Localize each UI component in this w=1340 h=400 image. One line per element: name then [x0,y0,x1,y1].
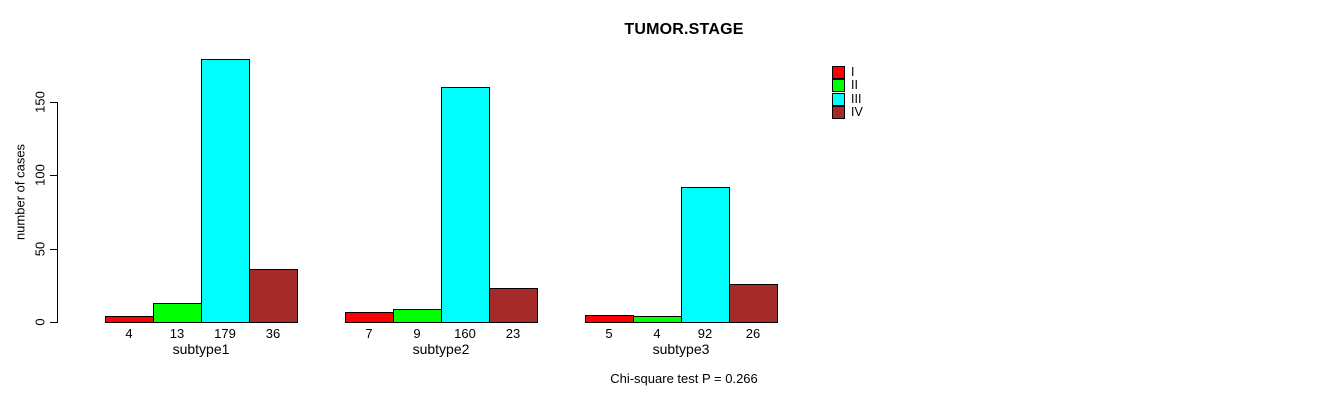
bar-subtype2-stage-III [441,87,490,323]
bar-value-label: 36 [265,326,281,341]
chart-title: TUMOR.STAGE [624,21,744,38]
bar-value-label: 92 [697,326,713,341]
legend-swatch [832,66,845,79]
bar-subtype2-stage-IV [489,288,538,323]
bar-subtype1-stage-III [201,59,250,323]
legend-swatch [832,79,845,93]
legend-swatch [832,106,845,120]
bar-subtype3-stage-II [633,316,682,323]
bar-subtype1-stage-I [105,316,154,323]
legend-label: III [851,91,862,106]
bar-value-label: 4 [125,326,133,341]
bar-value-label: 7 [365,326,373,341]
bar-value-label: 13 [169,326,185,341]
bar-value-label: 26 [745,326,761,341]
bar-value-label: 5 [605,326,613,341]
bar-subtype3-stage-III [681,187,730,323]
y-axis-label: number of cases [12,143,28,241]
bar-subtype1-stage-IV [249,269,298,323]
legend: I II III IV [832,66,863,120]
y-tick-label: 0 [32,318,48,326]
category-label: subtype3 [652,341,710,357]
bar-subtype2-stage-I [345,311,394,323]
y-tick-label: 100 [32,164,48,187]
y-axis-tick [50,175,57,177]
y-axis-tick [50,102,57,103]
legend-item-II: II [832,78,863,93]
y-axis-tick [50,248,57,250]
legend-item-I: I [832,66,863,79]
legend-label: II [851,78,858,93]
y-axis-tick [50,322,57,323]
legend-label: IV [851,105,863,120]
bar-value-label: 160 [454,326,476,341]
y-tick-label: 150 [32,91,48,113]
bar-subtype2-stage-II [393,308,442,323]
bar-value-label: 9 [413,326,421,341]
category-label: subtype1 [172,341,230,357]
bar-value-label: 179 [214,326,236,341]
legend-swatch [832,92,845,106]
y-tick-label: 50 [32,241,48,256]
bar-value-label: 4 [653,326,661,341]
y-axis-line [57,102,58,323]
bar-value-label: 23 [505,326,521,341]
bar-subtype3-stage-IV [729,283,778,323]
bar-subtype1-stage-II [153,302,202,323]
bar-subtype3-stage-I [585,314,634,323]
chi-square-annotation: Chi-square test P = 0.266 [610,371,758,386]
category-label: subtype2 [412,341,470,357]
legend-item-IV: IV [832,105,863,120]
legend-label: I [851,65,855,79]
legend-item-III: III [832,91,863,106]
